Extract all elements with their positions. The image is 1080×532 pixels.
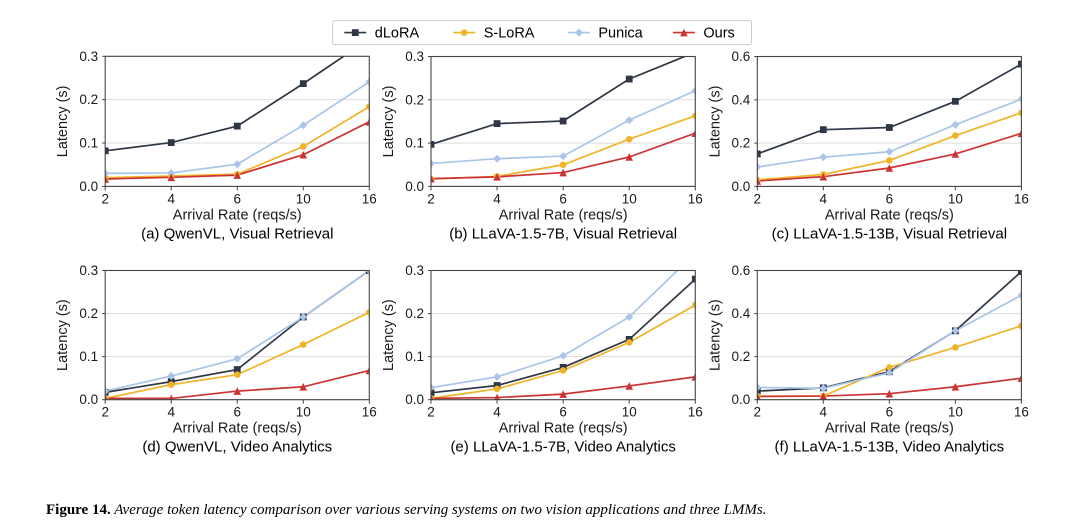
svg-text:S-LoRA: S-LoRA [484, 26, 535, 42]
svg-text:0.4: 0.4 [732, 306, 751, 321]
svg-text:6: 6 [559, 191, 567, 206]
svg-text:0.2: 0.2 [79, 306, 98, 321]
svg-text:0.0: 0.0 [732, 179, 751, 194]
svg-text:0.1: 0.1 [405, 349, 424, 364]
svg-text:Arrival Rate (reqs/s): Arrival Rate (reqs/s) [825, 421, 954, 437]
svg-text:0.3: 0.3 [405, 263, 424, 278]
svg-text:4: 4 [167, 191, 175, 206]
svg-text:Arrival Rate (reqs/s): Arrival Rate (reqs/s) [173, 207, 302, 223]
svg-text:0.0: 0.0 [79, 392, 98, 407]
svg-text:Latency (s): Latency (s) [55, 299, 71, 371]
svg-text:0.6: 0.6 [732, 49, 751, 64]
svg-text:16: 16 [1014, 191, 1029, 206]
svg-text:4: 4 [493, 405, 501, 420]
svg-text:2: 2 [754, 191, 762, 206]
svg-text:0.1: 0.1 [405, 136, 424, 151]
svg-text:10: 10 [296, 191, 311, 206]
svg-text:Latency (s): Latency (s) [707, 86, 723, 158]
svg-text:(c) LLaVA-1.5-13B, Visual Retr: (c) LLaVA-1.5-13B, Visual Retrieval [772, 225, 1007, 242]
svg-text:0.0: 0.0 [405, 392, 424, 407]
svg-text:Ours: Ours [703, 26, 734, 42]
svg-text:0.3: 0.3 [405, 49, 424, 64]
svg-text:0.0: 0.0 [732, 392, 751, 407]
svg-text:0.2: 0.2 [732, 349, 751, 364]
svg-text:6: 6 [886, 191, 894, 206]
svg-text:0.2: 0.2 [732, 136, 751, 151]
svg-text:10: 10 [948, 191, 963, 206]
svg-text:16: 16 [688, 405, 703, 420]
svg-text:4: 4 [820, 405, 828, 420]
svg-text:dLoRA: dLoRA [375, 26, 420, 42]
svg-text:6: 6 [233, 191, 241, 206]
svg-text:2: 2 [754, 405, 762, 420]
svg-text:4: 4 [167, 405, 175, 420]
svg-text:Latency (s): Latency (s) [381, 86, 397, 158]
svg-text:2: 2 [101, 191, 109, 206]
svg-text:Latency (s): Latency (s) [707, 299, 723, 371]
svg-text:16: 16 [688, 191, 703, 206]
svg-text:6: 6 [886, 405, 894, 420]
svg-text:Arrival Rate (reqs/s): Arrival Rate (reqs/s) [499, 207, 628, 223]
svg-text:0.3: 0.3 [79, 49, 98, 64]
svg-text:2: 2 [101, 405, 109, 420]
svg-text:(d) QwenVL, Video Analytics: (d) QwenVL, Video Analytics [142, 439, 332, 456]
svg-text:0.6: 0.6 [732, 263, 751, 278]
svg-text:0.2: 0.2 [405, 92, 424, 107]
svg-text:10: 10 [296, 405, 311, 420]
svg-text:4: 4 [493, 191, 501, 206]
svg-text:(b) LLaVA-1.5-7B, Visual Retri: (b) LLaVA-1.5-7B, Visual Retrieval [449, 225, 677, 242]
svg-text:0.4: 0.4 [732, 92, 751, 107]
svg-text:16: 16 [362, 405, 377, 420]
svg-text:2: 2 [427, 191, 435, 206]
svg-text:6: 6 [233, 405, 241, 420]
svg-text:0.0: 0.0 [405, 179, 424, 194]
svg-text:2: 2 [427, 405, 435, 420]
svg-text:16: 16 [1014, 405, 1029, 420]
svg-text:0.1: 0.1 [79, 349, 98, 364]
svg-text:0.2: 0.2 [79, 92, 98, 107]
svg-text:10: 10 [622, 191, 637, 206]
svg-text:Figure 14. Average token laten: Figure 14. Average token latency compari… [46, 502, 766, 518]
svg-text:(e) LLaVA-1.5-7B, Video Analyt: (e) LLaVA-1.5-7B, Video Analytics [450, 439, 675, 456]
svg-text:6: 6 [559, 405, 567, 420]
svg-text:Arrival Rate (reqs/s): Arrival Rate (reqs/s) [825, 207, 954, 223]
svg-text:(f) LLaVA-1.5-13B, Video Analy: (f) LLaVA-1.5-13B, Video Analytics [775, 439, 1005, 456]
svg-text:10: 10 [948, 405, 963, 420]
svg-text:Arrival Rate (reqs/s): Arrival Rate (reqs/s) [173, 421, 302, 437]
svg-text:10: 10 [622, 405, 637, 420]
svg-text:0.0: 0.0 [79, 179, 98, 194]
svg-text:0.3: 0.3 [79, 263, 98, 278]
svg-text:16: 16 [362, 191, 377, 206]
svg-text:4: 4 [820, 191, 828, 206]
svg-text:Punica: Punica [598, 26, 643, 42]
svg-text:Arrival Rate (reqs/s): Arrival Rate (reqs/s) [499, 421, 628, 437]
svg-text:0.2: 0.2 [405, 306, 424, 321]
svg-text:Latency (s): Latency (s) [381, 299, 397, 371]
svg-text:Latency (s): Latency (s) [55, 85, 71, 157]
svg-text:0.1: 0.1 [79, 136, 98, 151]
svg-text:(a) QwenVL, Visual Retrieval: (a) QwenVL, Visual Retrieval [141, 225, 333, 242]
